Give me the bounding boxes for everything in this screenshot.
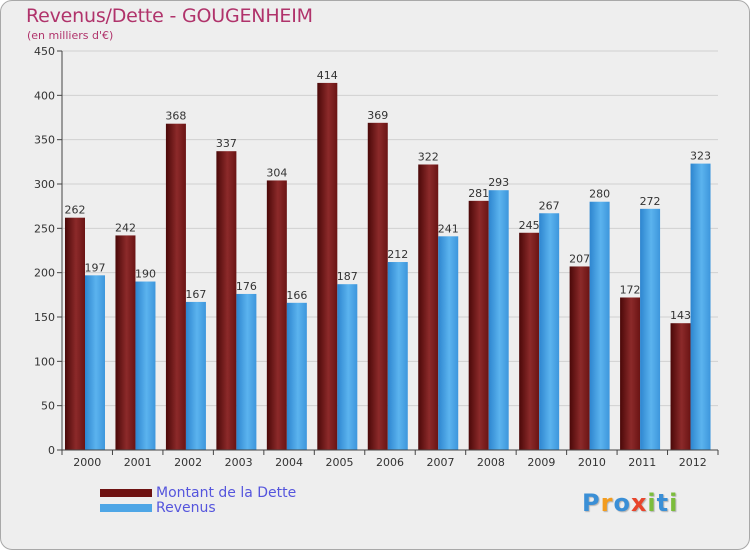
- data-label-debt: 304: [266, 166, 287, 179]
- chart-subtitle: (en milliers d'€): [27, 29, 114, 42]
- bar-debt: [367, 122, 388, 450]
- bar-debt: [65, 217, 85, 450]
- data-label-debt: 262: [65, 204, 86, 217]
- data-label-revenus: 197: [85, 261, 106, 274]
- data-label-revenus: 280: [589, 188, 610, 201]
- data-label-revenus: 176: [236, 280, 257, 293]
- data-label-revenus: 272: [640, 195, 661, 208]
- data-label-debt: 369: [367, 109, 388, 122]
- bar-debt: [216, 151, 237, 450]
- data-label-revenus: 187: [337, 270, 358, 283]
- y-tick-label: 100: [34, 355, 55, 368]
- y-tick-label: 450: [34, 45, 55, 58]
- data-label-debt: 337: [216, 137, 237, 150]
- x-tick-label: 2009: [527, 456, 555, 469]
- x-tick-label: 2002: [174, 456, 202, 469]
- legend-swatch-revenus: [100, 504, 152, 512]
- bar-debt: [418, 164, 439, 450]
- data-label-revenus: 323: [690, 150, 711, 163]
- bar-revenus: [438, 236, 459, 450]
- x-tick-label: 2010: [578, 456, 606, 469]
- logo-letter: r: [600, 489, 614, 517]
- bar-debt: [266, 180, 287, 450]
- bar-revenus: [286, 302, 307, 450]
- y-tick-label: 300: [34, 178, 55, 191]
- legend-label-revenus: Revenus: [156, 500, 216, 516]
- data-label-revenus: 293: [488, 176, 509, 189]
- data-label-revenus: 241: [438, 222, 459, 235]
- data-label-debt: 172: [620, 283, 641, 296]
- logo-letter: i: [669, 489, 679, 517]
- bar-debt: [115, 235, 136, 450]
- bar-revenus: [185, 301, 206, 450]
- bar-revenus: [236, 293, 257, 450]
- y-tick-label: 0: [48, 444, 55, 457]
- bar-revenus: [640, 208, 661, 450]
- data-label-debt: 143: [670, 309, 691, 322]
- x-tick-label: 2012: [679, 456, 707, 469]
- bar-revenus: [85, 275, 105, 450]
- legend-label-debt: Montant de la Dette: [156, 485, 297, 501]
- x-tick-label: 2005: [326, 456, 354, 469]
- data-label-debt: 322: [418, 150, 439, 163]
- chart-title: Revenus/Dette - GOUGENHEIM: [26, 5, 313, 27]
- y-tick-label: 400: [34, 89, 55, 102]
- data-label-revenus: 167: [185, 288, 206, 301]
- bar-revenus: [539, 213, 560, 450]
- logo-letter: o: [613, 489, 631, 517]
- x-tick-label: 2007: [426, 456, 454, 469]
- data-label-debt: 368: [165, 110, 186, 123]
- y-tick-label: 150: [34, 311, 55, 324]
- bar-revenus: [488, 190, 509, 450]
- x-tick-label: 2004: [275, 456, 303, 469]
- bar-debt: [519, 232, 540, 450]
- x-tick-label: 2001: [124, 456, 152, 469]
- logo-letter: t: [656, 489, 670, 517]
- bar-debt: [317, 82, 338, 451]
- data-label-debt: 207: [569, 252, 590, 265]
- x-tick-label: 2008: [477, 456, 505, 469]
- bar-debt: [569, 266, 590, 450]
- x-tick-label: 2003: [225, 456, 253, 469]
- data-label-revenus: 267: [539, 199, 560, 212]
- y-tick-label: 200: [34, 267, 55, 280]
- logo-letter: P: [582, 489, 601, 517]
- bar-revenus: [387, 262, 408, 450]
- x-tick-label: 2000: [73, 456, 101, 469]
- y-tick-label: 250: [34, 222, 55, 235]
- data-label-revenus: 166: [286, 289, 307, 302]
- logo-letter: i: [647, 489, 657, 517]
- x-tick-label: 2006: [376, 456, 404, 469]
- bar-debt: [670, 323, 691, 450]
- bar-debt: [620, 297, 641, 450]
- y-tick-label: 50: [41, 400, 55, 413]
- data-label-revenus: 212: [387, 248, 408, 261]
- x-tick-label: 2011: [628, 456, 656, 469]
- bar-revenus: [337, 284, 358, 450]
- data-label-revenus: 190: [135, 268, 156, 281]
- bar-debt: [165, 123, 186, 450]
- legend-swatch-debt: [100, 489, 152, 497]
- bar-revenus: [135, 281, 156, 450]
- bar-debt: [468, 200, 489, 450]
- data-label-debt: 281: [468, 187, 489, 200]
- bar-revenus: [589, 201, 610, 450]
- data-label-debt: 242: [115, 221, 136, 234]
- y-tick-label: 350: [34, 134, 55, 147]
- data-label-debt: 245: [519, 219, 540, 232]
- proxiti-logo: Proxiti: [582, 489, 678, 517]
- data-label-debt: 414: [317, 69, 338, 82]
- bar-revenus: [690, 163, 711, 450]
- logo-letter: x: [630, 489, 648, 517]
